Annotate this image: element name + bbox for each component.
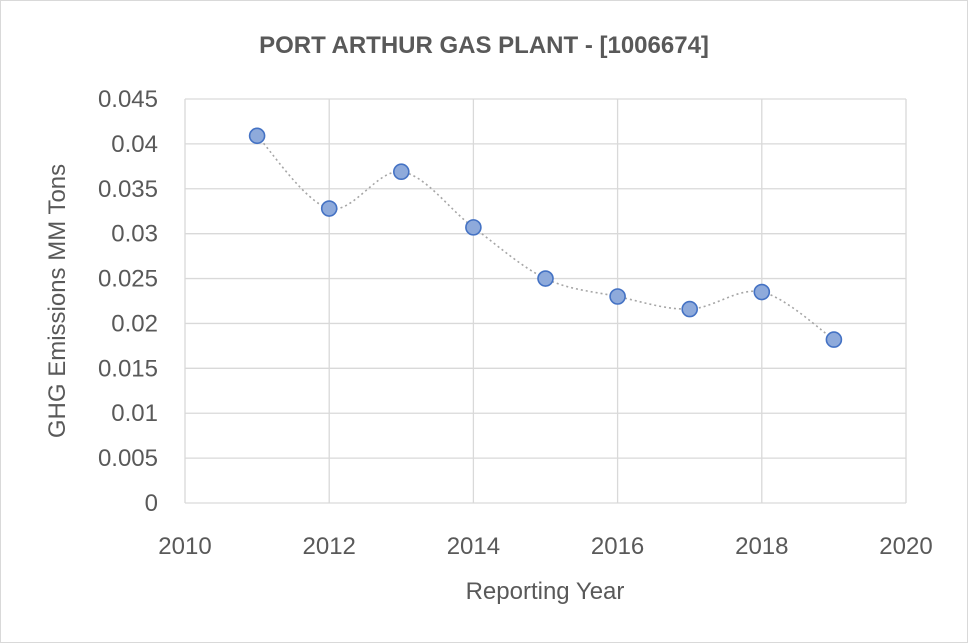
series-line [256,135,835,341]
x-tick-label: 2020 [879,533,932,560]
x-tick-label: 2018 [735,533,788,560]
y-tick-label: 0.03 [111,221,158,248]
y-tick-label: 0.015 [98,355,158,382]
x-axis-tick-labels: 2010 2012 2014 2016 2018 2020 [158,533,932,560]
y-tick-label: 0.035 [98,176,158,203]
data-point [320,200,338,217]
chart-title: PORT ARTHUR GAS PLANT - [1006674] [259,32,709,59]
gridlines [184,98,907,504]
x-tick-label: 2014 [447,533,500,560]
y-tick-label: 0 [145,490,158,517]
data-point [609,288,626,305]
data-point [753,283,771,301]
y-axis-tick-labels: 0 0.005 0.01 0.015 0.02 0.025 0.03 0.035 0.04 0.0… [98,86,158,517]
x-tick-label: 2010 [158,533,211,560]
data-point [537,270,554,287]
y-tick-label: 0.005 [98,445,158,472]
data-point [681,300,699,318]
data-points [248,127,843,348]
y-tick-label: 0.045 [98,86,158,113]
y-tick-label: 0.01 [111,400,158,427]
data-point [248,127,266,145]
y-tick-label: 0.025 [98,266,158,293]
data-point [825,331,843,348]
y-tick-label: 0.02 [111,310,158,337]
y-tick-label: 0.04 [111,131,158,158]
x-axis-title: Reporting Year [466,578,625,605]
x-tick-label: 2012 [303,533,356,560]
x-tick-label: 2016 [591,533,644,560]
y-axis-title: GHG Emissions MM Tons [44,164,71,438]
data-point [392,163,410,181]
data-point [465,219,482,236]
